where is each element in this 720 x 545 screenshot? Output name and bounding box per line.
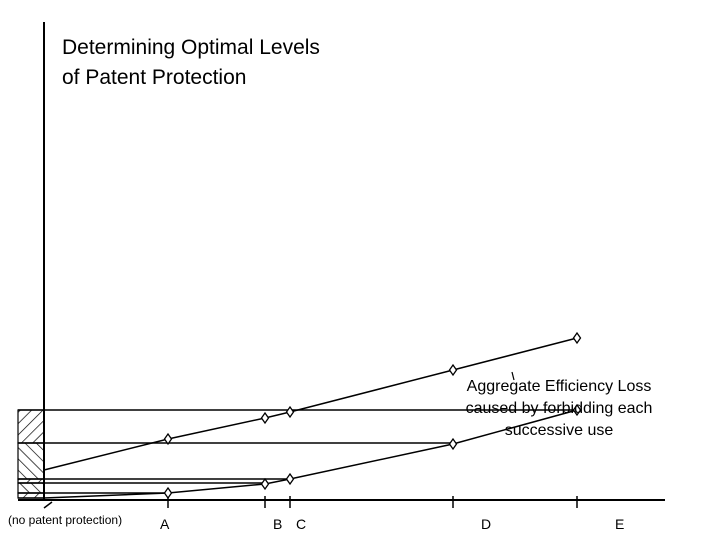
chart-title-line-1: Determining Optimal Levels (62, 36, 320, 59)
chart-title-line-2: of Patent Protection (62, 66, 247, 89)
series-2-point-2 (260, 477, 270, 491)
series-1-point-4 (448, 363, 458, 377)
series-1-line (43, 337, 578, 471)
annotation-leader (511, 371, 515, 381)
series-1-point-3 (285, 405, 295, 419)
hatch-band-2 (17, 442, 45, 480)
reference-lines (18, 409, 577, 499)
series-2-line (43, 409, 578, 499)
hatch-band-1 (17, 409, 45, 444)
origin-leader (43, 501, 53, 509)
series-2-point-1 (163, 486, 173, 500)
series-2-point-4 (448, 437, 458, 451)
hatch-band-4 (17, 482, 45, 494)
x-tick-label-e: E (615, 516, 625, 532)
x-tick-label-d: D (481, 516, 492, 532)
hatch-bar (17, 409, 45, 499)
series-1-point-2 (260, 411, 270, 425)
annotation-line-2: caused by forbidding each (465, 400, 653, 417)
annotation-line-1: Aggregate Efficiency Loss (466, 378, 652, 395)
x-tick-label-b: B (273, 516, 283, 532)
axes (18, 22, 665, 509)
x-tick-label-c: C (296, 516, 307, 532)
series (43, 331, 582, 500)
series-1-point-5 (572, 331, 582, 345)
x-tick-label-a: A (160, 516, 170, 532)
series-2-point-5 (572, 403, 582, 417)
series-2-point-3 (285, 472, 295, 486)
annotation-line-3: successive use (504, 422, 614, 439)
series-1-point-1 (163, 432, 173, 446)
hatch-band-5 (17, 492, 45, 499)
origin-label: (no patent protection) (8, 513, 123, 527)
